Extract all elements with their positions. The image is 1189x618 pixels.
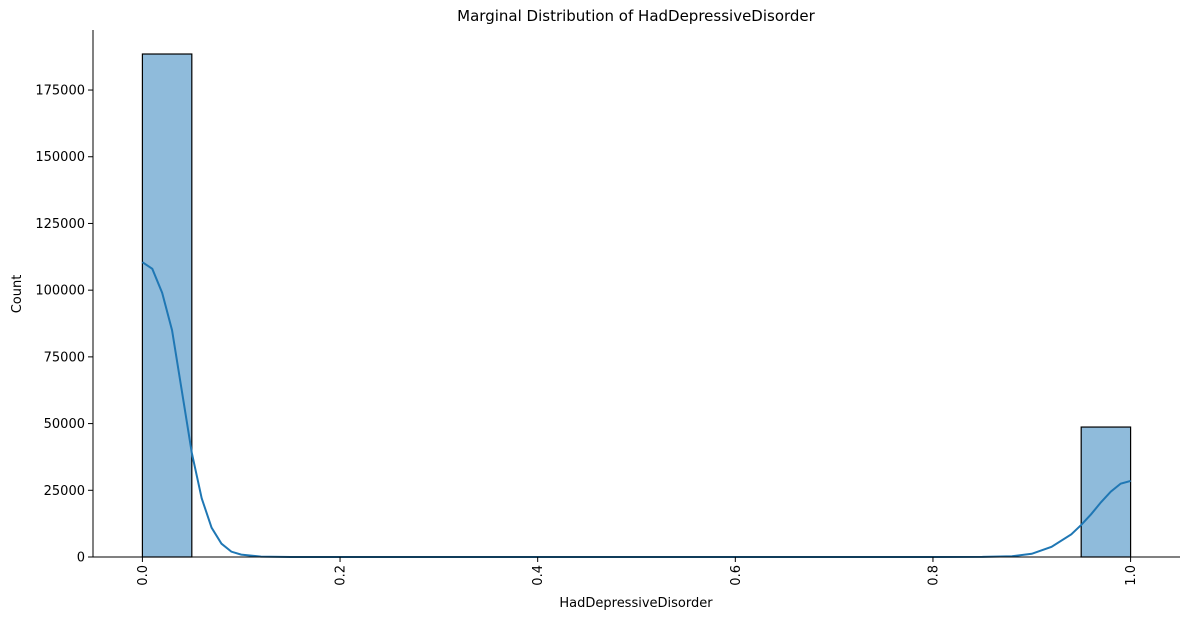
y-tick-label: 50000 [44,417,85,432]
histogram-bar [1080,426,1132,558]
y-axis-label: Count [10,275,25,314]
y-tick-label: 100000 [35,284,85,299]
x-tick-label: 1.0 [1124,565,1139,586]
y-axis-ticks: 0 25000 50000 75000 100000 125000 150000 175000 [35,84,93,566]
kde-line [141,261,1131,558]
y-tick-label: 125000 [35,217,85,232]
x-tick-label: 0.4 [531,565,546,586]
x-axis-label: HadDepressiveDisorder [559,596,713,611]
x-tick-label: 0.2 [334,565,349,586]
histogram-bar [141,53,193,558]
y-tick-label: 25000 [44,484,85,499]
x-axis-ticks: 0.0 0.2 0.4 0.6 0.8 1.0 [136,557,1139,586]
y-tick-label: 175000 [35,84,85,99]
y-tick-label: 0 [77,551,85,566]
x-tick-label: 0.8 [926,565,941,586]
chart-title: Marginal Distribution of HadDepressiveDi… [457,7,815,25]
histogram-bars [141,53,1132,558]
x-tick-label: 0.6 [729,565,744,586]
y-tick-label: 150000 [35,150,85,165]
y-tick-label: 75000 [44,350,85,365]
x-tick-label: 0.0 [136,565,151,586]
